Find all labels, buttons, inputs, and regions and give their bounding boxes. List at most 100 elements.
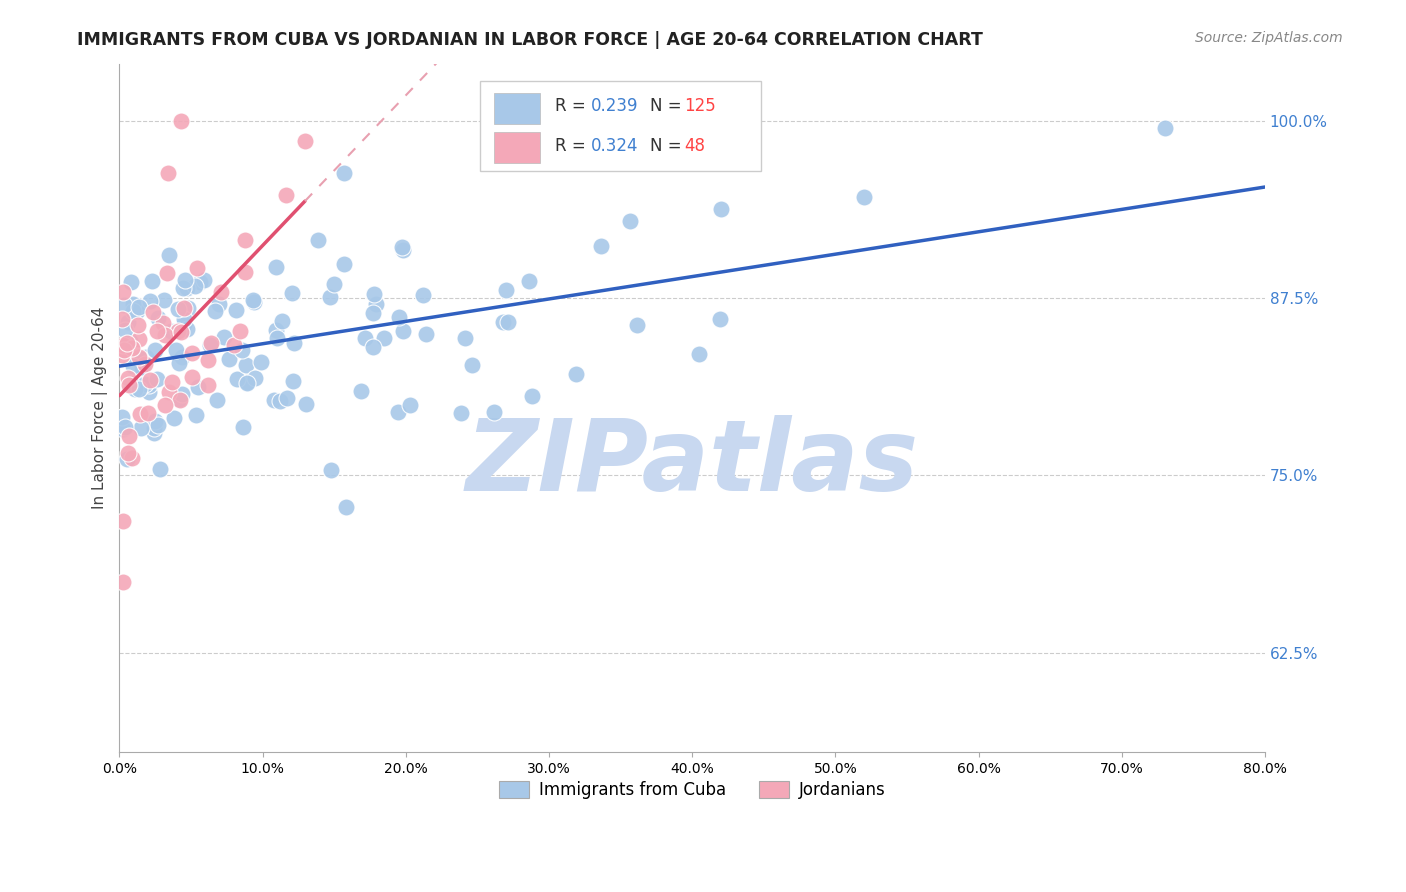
Point xyxy=(138,293,160,308)
Point xyxy=(160,376,183,390)
Point xyxy=(333,257,356,271)
Text: 0.239: 0.239 xyxy=(592,97,638,115)
Point xyxy=(111,338,134,352)
Point xyxy=(160,324,183,338)
Point xyxy=(295,397,318,411)
Point xyxy=(128,383,150,397)
Point xyxy=(186,261,208,276)
Text: N =: N = xyxy=(650,97,686,115)
Point xyxy=(121,450,143,465)
Point xyxy=(391,239,413,253)
Point xyxy=(204,303,226,318)
Point xyxy=(176,322,198,336)
Point xyxy=(120,275,142,289)
Point xyxy=(266,323,288,337)
Point xyxy=(361,340,384,354)
Text: IMMIGRANTS FROM CUBA VS JORDANIAN IN LABOR FORCE | AGE 20-64 CORRELATION CHART: IMMIGRANTS FROM CUBA VS JORDANIAN IN LAB… xyxy=(77,31,983,49)
Point xyxy=(163,410,186,425)
Point xyxy=(242,293,264,307)
Point xyxy=(142,305,165,319)
Point xyxy=(112,514,135,528)
Point xyxy=(117,452,139,467)
Point xyxy=(323,277,346,291)
Point xyxy=(114,323,136,337)
Point xyxy=(412,288,434,302)
Point xyxy=(111,409,134,424)
Point xyxy=(276,188,298,202)
Point xyxy=(363,286,385,301)
Text: Source: ZipAtlas.com: Source: ZipAtlas.com xyxy=(1195,31,1343,45)
Point xyxy=(120,377,142,392)
Point xyxy=(517,274,540,288)
Point xyxy=(283,336,305,351)
Point xyxy=(495,283,517,297)
Point xyxy=(138,384,160,399)
Point xyxy=(157,385,180,400)
Point xyxy=(188,275,211,289)
Point xyxy=(233,233,256,247)
Point xyxy=(143,421,166,435)
Point xyxy=(131,360,153,375)
Point xyxy=(184,278,207,293)
Point xyxy=(231,343,253,357)
Point xyxy=(128,318,150,332)
Point xyxy=(170,350,193,364)
Point xyxy=(392,324,415,338)
Point xyxy=(115,336,138,351)
Point xyxy=(245,371,267,385)
FancyBboxPatch shape xyxy=(481,81,761,170)
Point xyxy=(141,274,163,288)
Point xyxy=(118,334,141,349)
Point xyxy=(127,304,149,318)
Point xyxy=(710,202,733,217)
Point xyxy=(307,233,329,247)
Point xyxy=(626,318,648,332)
Point xyxy=(235,358,257,372)
Point xyxy=(128,300,150,314)
Point xyxy=(128,350,150,364)
Text: ZIPatlas: ZIPatlas xyxy=(465,415,918,512)
Point xyxy=(232,419,254,434)
Point xyxy=(263,392,285,407)
Text: N =: N = xyxy=(650,136,686,154)
Point xyxy=(281,286,304,301)
Point xyxy=(117,315,139,329)
Point xyxy=(266,331,288,345)
Point xyxy=(319,290,342,304)
Point xyxy=(564,367,586,381)
Point xyxy=(200,338,222,352)
Point xyxy=(173,318,195,332)
Point xyxy=(129,351,152,366)
Point xyxy=(138,378,160,392)
Point xyxy=(128,407,150,421)
Point xyxy=(169,393,191,408)
Point xyxy=(143,343,166,358)
Point xyxy=(498,315,520,329)
Point xyxy=(146,324,169,338)
Point xyxy=(361,306,384,320)
Point xyxy=(392,243,415,257)
Point xyxy=(222,338,245,352)
Point xyxy=(209,285,232,300)
Point xyxy=(114,420,136,434)
Point xyxy=(142,425,165,440)
Point xyxy=(233,265,256,279)
Point xyxy=(112,343,135,357)
Point xyxy=(236,375,259,389)
Point xyxy=(174,273,197,287)
Point xyxy=(128,332,150,346)
Point xyxy=(373,331,395,345)
FancyBboxPatch shape xyxy=(494,93,540,123)
Point xyxy=(146,372,169,386)
Point xyxy=(283,374,305,388)
Point xyxy=(146,311,169,326)
Point xyxy=(167,302,190,317)
Point xyxy=(121,342,143,356)
Point xyxy=(197,377,219,392)
Point xyxy=(688,347,710,361)
Point xyxy=(387,405,409,419)
Point xyxy=(271,314,294,328)
Point xyxy=(122,359,145,373)
Point xyxy=(520,388,543,402)
Point xyxy=(205,392,228,407)
